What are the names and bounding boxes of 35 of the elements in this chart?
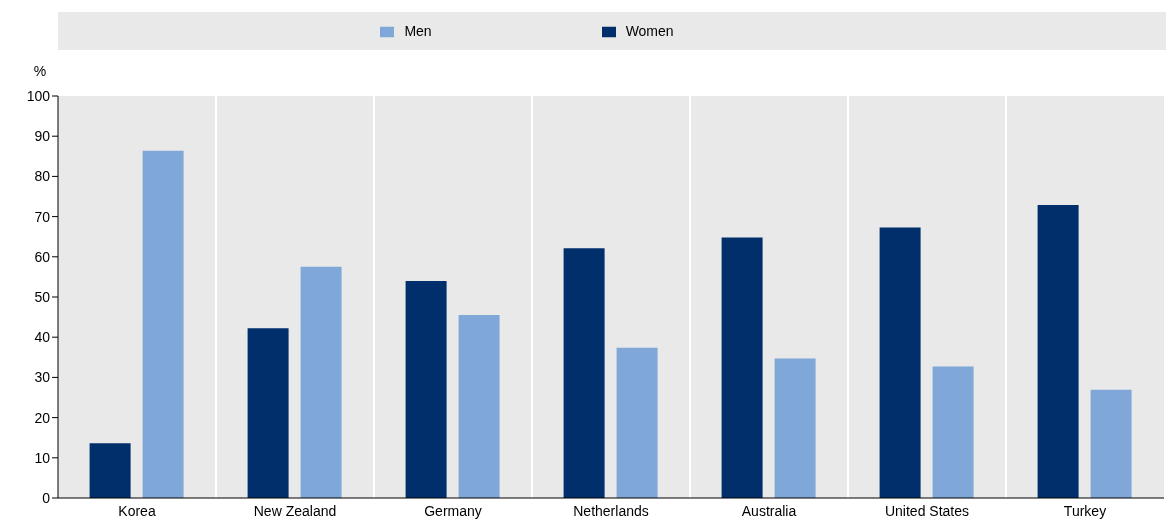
x-tick-label: Netherlands [573,502,649,519]
y-tick-label: 60 [34,248,51,265]
bar [774,358,816,498]
bar [458,315,500,498]
y-tick-label: 80 [34,168,51,185]
x-tick-label: New Zealand [253,502,337,519]
y-axis-title: % [33,63,47,79]
x-tick-label: Australia [741,502,797,519]
y-tick-label: 70 [34,208,51,225]
y-tick-label: 50 [34,288,51,305]
x-tick-label: Turkey [1063,502,1107,519]
y-tick-label: 10 [34,449,51,466]
y-tick-label: 0 [42,489,51,506]
bar [142,150,184,498]
bar [405,280,447,498]
bar [879,227,921,498]
bar [300,266,342,498]
y-tick-label: 30 [34,369,51,386]
y-tick-label: 40 [34,329,51,346]
x-tick-label: Germany [424,502,482,519]
y-tick-label: 100 [26,87,51,104]
bar [932,366,974,498]
y-tick-label: 20 [34,409,51,426]
bar [1090,389,1132,498]
bar [247,328,289,498]
bar [89,443,131,498]
bar [563,248,605,498]
legend-label: Men [404,22,432,39]
y-tick-label: 90 [34,128,51,145]
legend-label: Women [625,22,674,39]
bar [616,347,658,498]
bar [721,237,763,498]
x-tick-label: Korea [118,502,156,519]
bar [1037,204,1079,498]
x-tick-label: United States [884,502,970,519]
